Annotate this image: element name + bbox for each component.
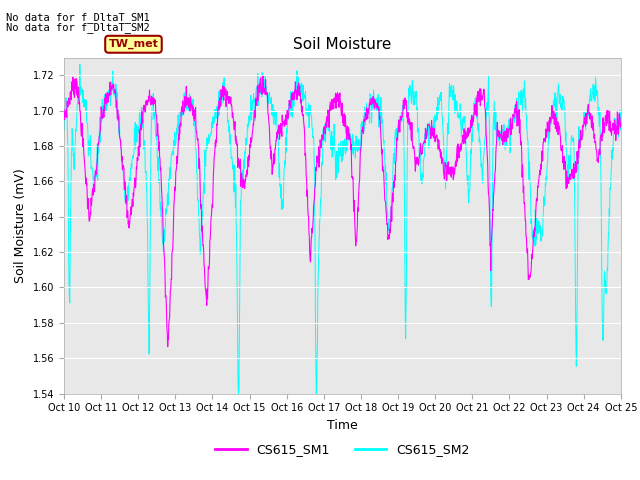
Legend: CS615_SM1, CS615_SM2: CS615_SM1, CS615_SM2 (211, 438, 474, 461)
Text: TW_met: TW_met (109, 39, 159, 49)
X-axis label: Time: Time (327, 419, 358, 432)
Y-axis label: Soil Moisture (mV): Soil Moisture (mV) (14, 168, 27, 283)
Text: No data for f_DltaT_SM1: No data for f_DltaT_SM1 (6, 12, 150, 23)
Title: Soil Moisture: Soil Moisture (293, 37, 392, 52)
Text: No data for f_DltaT_SM2: No data for f_DltaT_SM2 (6, 22, 150, 33)
